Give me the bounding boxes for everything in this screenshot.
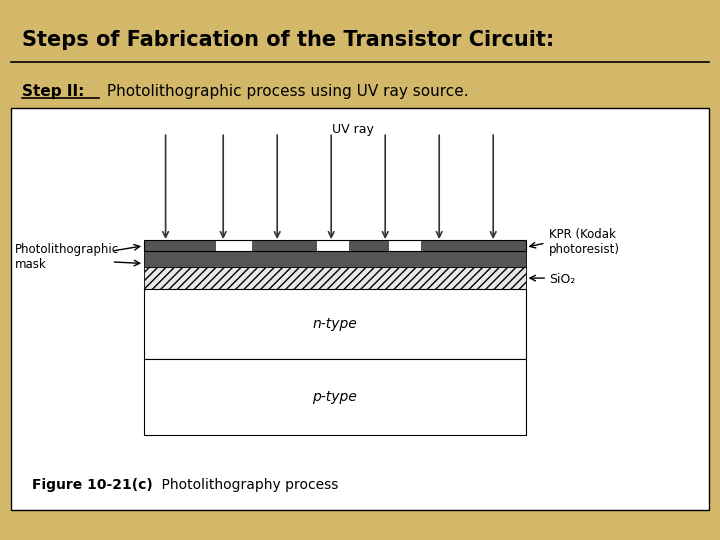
Bar: [144, 251, 526, 267]
Text: Photolithography process: Photolithography process: [144, 478, 338, 492]
Bar: [144, 240, 526, 251]
Text: Photolithographic
mask: Photolithographic mask: [14, 242, 119, 271]
Text: Steps of Fabrication of the Transistor Circuit:: Steps of Fabrication of the Transistor C…: [22, 30, 554, 50]
Bar: [144, 267, 526, 289]
Bar: [11, 108, 709, 510]
Bar: [349, 240, 389, 251]
Bar: [144, 240, 216, 251]
Text: Photolithographic process using UV ray source.: Photolithographic process using UV ray s…: [102, 84, 469, 99]
Text: UV ray: UV ray: [332, 123, 374, 136]
Bar: [144, 289, 526, 359]
Text: p-type: p-type: [312, 390, 357, 404]
Bar: [144, 359, 526, 435]
Text: SiO₂: SiO₂: [549, 273, 575, 286]
Bar: [144, 240, 526, 251]
Text: KPR (Kodak
photoresist): KPR (Kodak photoresist): [549, 228, 620, 256]
Bar: [421, 240, 526, 251]
Text: Step II:: Step II:: [22, 84, 84, 99]
Text: n-type: n-type: [312, 317, 357, 331]
Text: Figure 10-21(c): Figure 10-21(c): [32, 478, 153, 492]
Bar: [252, 240, 317, 251]
